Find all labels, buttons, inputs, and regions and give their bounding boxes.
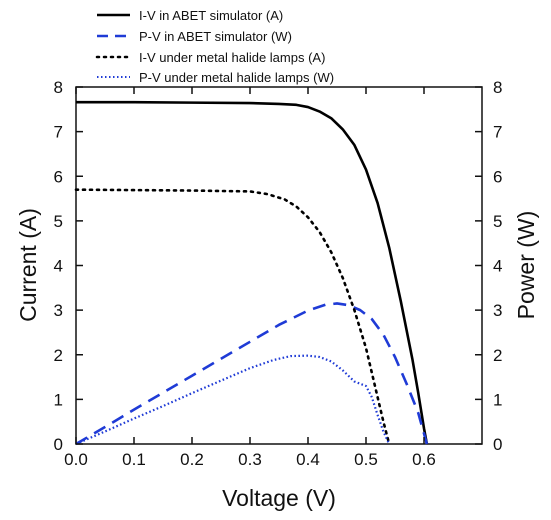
y-tick-label: 5 <box>54 212 63 231</box>
y-tick-label: 2 <box>54 346 63 365</box>
legend-label-iv-abet: I-V in ABET simulator (A) <box>139 8 283 23</box>
x-axis-title: Voltage (V) <box>222 485 336 511</box>
series-iv-halide <box>74 188 391 446</box>
x-tick-label: 0.0 <box>64 450 88 469</box>
y2-tick-label: 6 <box>493 167 502 186</box>
x-tick-label: 0.4 <box>296 450 320 469</box>
y-tick-label: 3 <box>54 301 63 320</box>
series-pv-halide <box>75 354 391 446</box>
legend-label-iv-halide: I-V under metal halide lamps (A) <box>139 50 325 65</box>
axis-layer: 0.0 0.1 0.2 0.3 0.4 0.5 0.6 0 0 1 1 2 2 3 3 4 4 5 5 6 6 7 7 8 8 <box>54 78 503 469</box>
y2-tick-label: 8 <box>493 78 502 97</box>
y2-tick-label: 0 <box>493 435 502 454</box>
x-tick-label: 0.2 <box>180 450 204 469</box>
x-tick-label: 0.3 <box>238 450 262 469</box>
series-pv-abet <box>75 302 429 446</box>
y-tick-label: 4 <box>54 257 63 276</box>
y2-tick-label: 3 <box>493 301 502 320</box>
y2-tick-label: 1 <box>493 390 502 409</box>
x-tick-label: 0.5 <box>354 450 378 469</box>
y2-tick-label: 4 <box>493 257 502 276</box>
series-iv-abet <box>76 100 429 445</box>
legend-label-pv-halide: P-V under metal halide lamps (W) <box>139 70 334 85</box>
x-tick-label: 0.1 <box>122 450 146 469</box>
y-tick-label: 8 <box>54 78 63 97</box>
y2-tick-label: 2 <box>493 346 502 365</box>
y-tick-label: 6 <box>54 167 63 186</box>
legend-label-pv-abet: P-V in ABET simulator (W) <box>139 29 292 44</box>
y-tick-label: 0 <box>54 435 63 454</box>
legend: I-V in ABET simulator (A) P-V in ABET si… <box>95 8 334 85</box>
series-layer <box>74 100 429 446</box>
y2-tick-label: 7 <box>493 123 502 142</box>
x-tick-label: 0.6 <box>412 450 436 469</box>
y2-axis-title: Power (W) <box>513 211 539 320</box>
y2-tick-label: 5 <box>493 212 502 231</box>
plot-frame <box>75 86 483 445</box>
y-axis-title: Current (A) <box>15 208 41 322</box>
y-tick-label: 7 <box>54 123 63 142</box>
y-tick-label: 1 <box>54 390 63 409</box>
